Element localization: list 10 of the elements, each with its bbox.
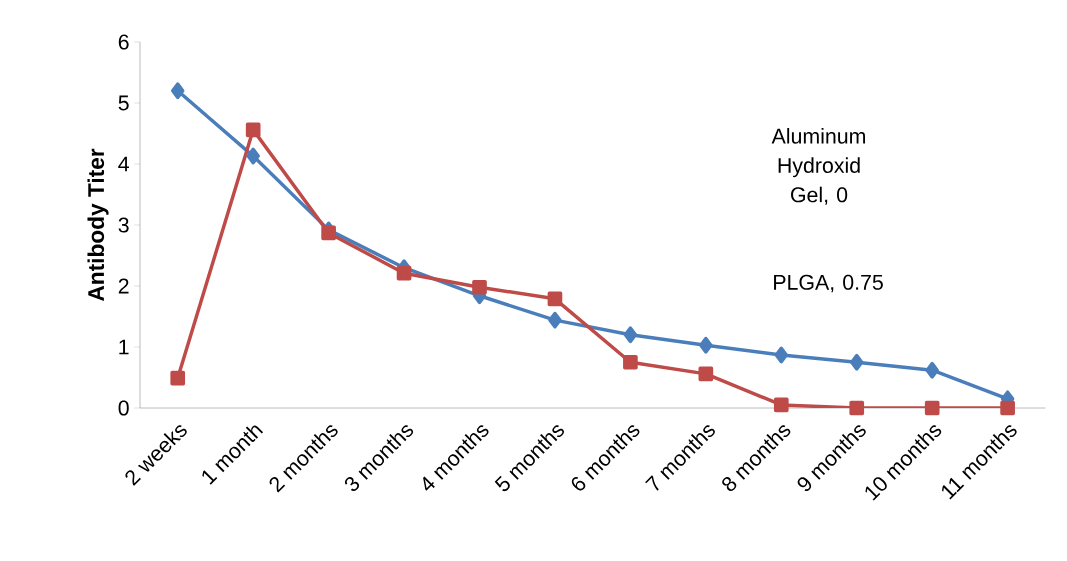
y-axis-title: Antibody Titer <box>87 148 109 302</box>
y-tick-label: 2 <box>118 278 129 294</box>
y-tick-label: 6 <box>118 34 129 50</box>
y-tick-label: 3 <box>118 217 129 233</box>
y-tick-label: 5 <box>118 95 129 111</box>
y-tick-label: 0 <box>118 400 129 416</box>
annotation: PLGA, 0.75 <box>774 274 883 293</box>
y-tick-label: 4 <box>118 156 129 172</box>
y-tick-label: 1 <box>119 339 129 355</box>
annotation: Aluminum Hydroxid Gel, 0 <box>771 128 865 205</box>
